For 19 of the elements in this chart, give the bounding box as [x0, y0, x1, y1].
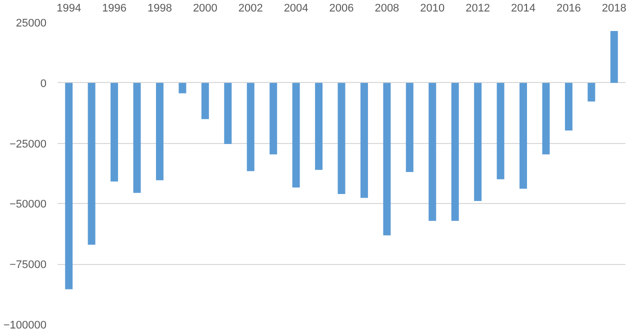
y-tick-label: 25000 [16, 18, 47, 30]
x-tick-label: 2012 [466, 2, 490, 14]
x-tick-label: 1996 [102, 2, 127, 14]
y-tick-label: −50000 [9, 198, 47, 211]
x-tick-label: 2010 [420, 2, 445, 14]
x-tick-label: 2004 [284, 2, 308, 14]
y-tick-label: 0 [40, 78, 47, 90]
y-tick-label: −75000 [9, 259, 47, 272]
x-tick-label: 2000 [192, 2, 218, 14]
y-tick-label: −100000 [3, 320, 47, 332]
x-tick-label: 2018 [602, 2, 626, 14]
x-tick-label: 1994 [56, 2, 82, 14]
x-tick-label: 2014 [511, 2, 536, 14]
x-tick-label: 2002 [238, 2, 263, 14]
x-tick-label: 2008 [374, 2, 400, 14]
x-tick-label: 2016 [556, 2, 581, 14]
x-tick-label: 2006 [329, 2, 354, 14]
x-tick-label: 1998 [148, 2, 172, 14]
y-tick-label: −25000 [9, 138, 47, 150]
